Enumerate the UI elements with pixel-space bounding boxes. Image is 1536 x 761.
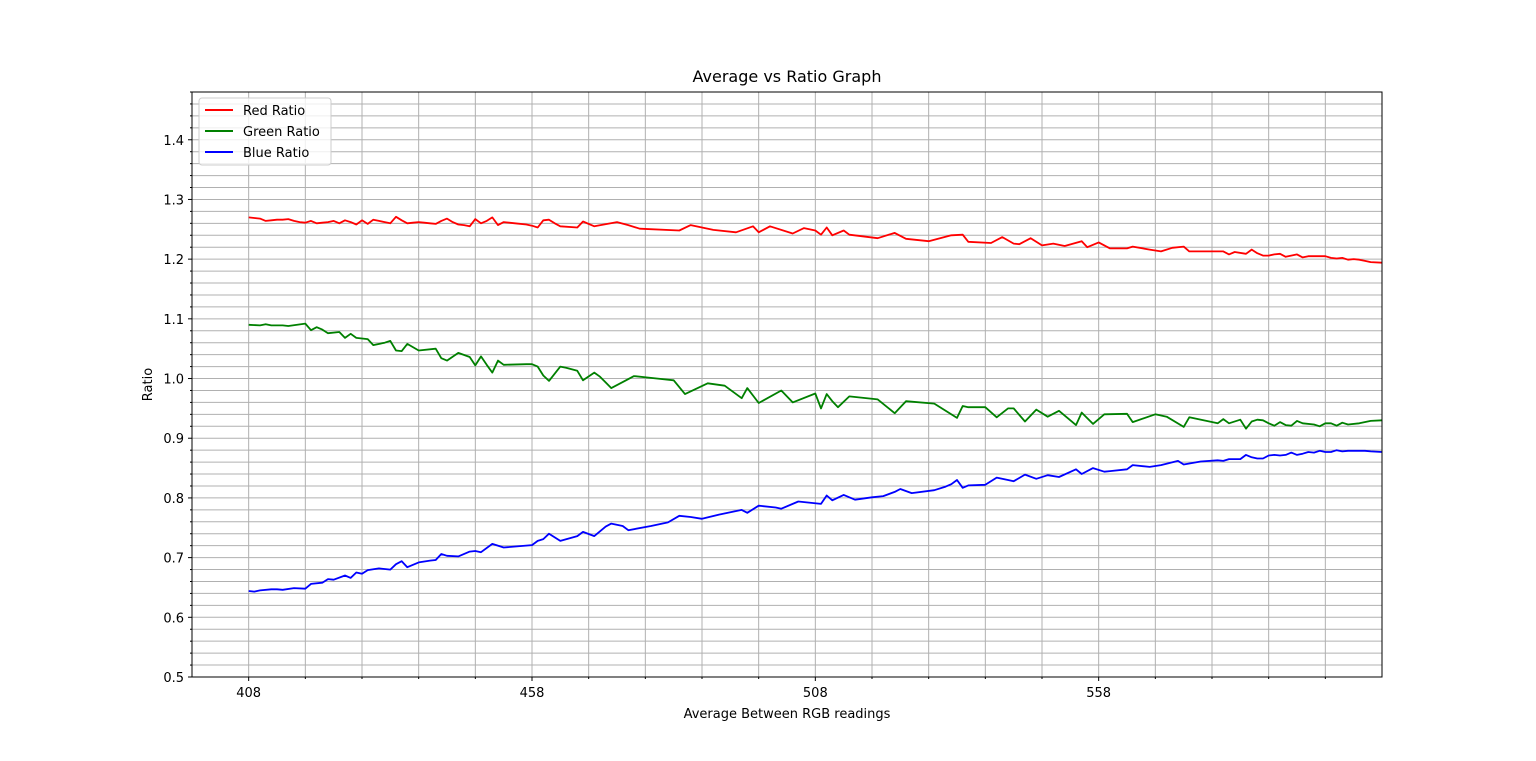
y-tick-label: 0.6 [163, 611, 184, 626]
axis-ticks: 0.5 0.6 0.7 0.8 0.9 1.0 1.1 1.2 1.3 1.4 408 458 508 5… [163, 91, 1326, 701]
y-tick-label: 1.4 [163, 134, 184, 149]
y-tick-label: 0.7 [163, 552, 184, 567]
x-tick-label: 558 [1086, 686, 1111, 701]
y-tick-label: 1.3 [163, 193, 184, 208]
series-lines [248, 215, 1383, 593]
chart-title: Average vs Ratio Graph [693, 67, 882, 86]
y-tick-label: 0.9 [163, 432, 184, 447]
legend: Red Ratio Green Ratio Blue Ratio [198, 97, 332, 166]
legend-label-green: Green Ratio [243, 125, 320, 140]
series-line-red-ratio [248, 215, 1383, 264]
x-tick-label: 458 [520, 686, 545, 701]
series-line-green-ratio [248, 322, 1383, 430]
y-tick-label: 1.0 [163, 373, 184, 388]
series-line-blue-ratio [248, 449, 1383, 593]
legend-label-blue: Blue Ratio [243, 146, 309, 161]
plot-frame [191, 91, 1383, 678]
y-tick-label: 0.5 [163, 671, 184, 686]
y-tick-label: 0.8 [163, 492, 184, 507]
y-axis-label: Ratio [141, 368, 156, 401]
legend-box [198, 97, 332, 166]
y-tick-label: 1.2 [163, 253, 184, 268]
x-axis-label: Average Between RGB readings [684, 707, 891, 722]
x-tick-label: 408 [236, 686, 261, 701]
grid [192, 91, 1382, 678]
legend-label-red: Red Ratio [243, 104, 305, 119]
x-tick-label: 508 [803, 686, 828, 701]
y-tick-label: 1.1 [163, 313, 184, 328]
